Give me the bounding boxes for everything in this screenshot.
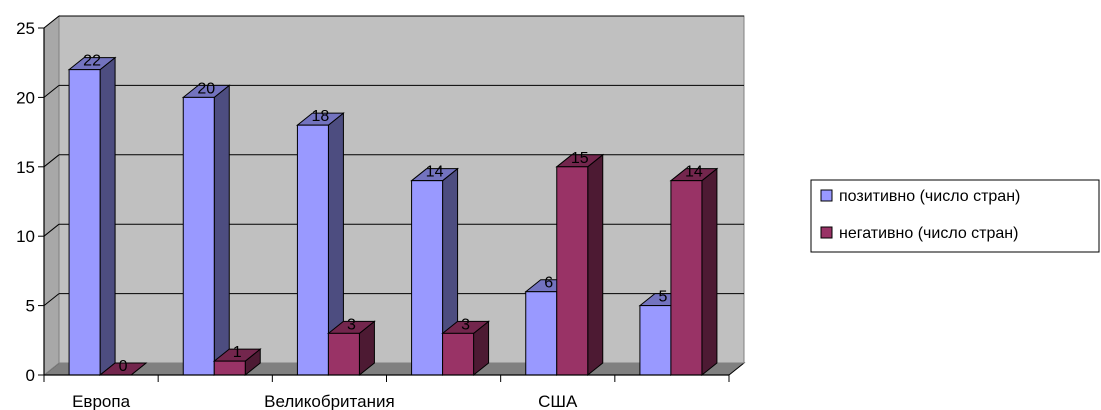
- data-label: 14: [685, 164, 703, 181]
- bar-front: [327, 332, 360, 376]
- x-tick-label: Европа: [72, 392, 130, 410]
- bar-side: [99, 56, 116, 377]
- bar-front: [556, 166, 589, 376]
- gridline-side: [43, 223, 60, 237]
- plot-back-wall: [58, 15, 745, 364]
- data-label: 0: [119, 358, 128, 375]
- bar-front: [442, 332, 475, 376]
- data-label: 6: [544, 275, 553, 292]
- bar-positive: [295, 112, 345, 377]
- bar-negative: [212, 348, 262, 377]
- plot-area: [42, 14, 746, 377]
- bar-negative: [669, 167, 719, 377]
- y-tick-label: 20: [16, 88, 35, 107]
- bar-side: [587, 153, 604, 377]
- bar-side: [701, 167, 718, 377]
- plot-side-wall: [43, 14, 60, 377]
- data-label: 20: [197, 80, 215, 97]
- data-label: 22: [83, 53, 101, 70]
- gridline-side: [43, 15, 60, 29]
- plot-floor: [42, 362, 746, 376]
- y-tick-label: 5: [26, 297, 35, 316]
- legend-swatch-negative: [820, 226, 833, 239]
- bar-front: [296, 124, 329, 376]
- legend-swatch-positive: [820, 189, 833, 202]
- y-tick-label: 25: [16, 19, 35, 38]
- bar-negative: [441, 320, 491, 377]
- y-tick-label: 15: [16, 158, 35, 177]
- data-label: 18: [312, 108, 330, 125]
- data-label: 1: [233, 344, 242, 361]
- data-label: 15: [571, 150, 589, 167]
- legend-frame: [810, 179, 1100, 253]
- bar-side: [213, 84, 230, 377]
- data-labels: 22 0 20 1 18 3 14 3 6 15 5 14: [83, 53, 703, 375]
- x-tick-label: Великобритания: [264, 392, 395, 410]
- bar-negative: [326, 320, 376, 377]
- x-tick-label: США: [538, 392, 578, 410]
- bar-front: [525, 291, 558, 376]
- gridline-side: [43, 154, 60, 168]
- legend-label-positive: позитивно (число стран): [839, 188, 1020, 205]
- gridline-side: [43, 85, 60, 98]
- legend-label-negative: негативно (число стран): [839, 225, 1018, 242]
- bar-front: [213, 360, 246, 376]
- data-label: 5: [658, 289, 667, 306]
- bar-positive: [410, 167, 460, 377]
- bar-negative: [555, 153, 605, 377]
- data-label: 14: [426, 164, 444, 181]
- bar-front: [411, 180, 444, 376]
- bars: [67, 56, 719, 377]
- gridline-side: [43, 293, 60, 306]
- data-label: 3: [347, 316, 356, 333]
- bar-front: [639, 305, 672, 376]
- bar-front: [68, 69, 101, 376]
- bar-positive: [67, 56, 117, 377]
- bar-front: [182, 96, 215, 376]
- data-label: 3: [461, 316, 470, 333]
- legend: позитивно (число стран) негативно (число…: [810, 179, 1100, 253]
- y-tick-label: 10: [16, 227, 35, 246]
- y-tick-label: 0: [26, 366, 35, 385]
- bar-front: [670, 180, 703, 376]
- bar-positive: [181, 84, 231, 377]
